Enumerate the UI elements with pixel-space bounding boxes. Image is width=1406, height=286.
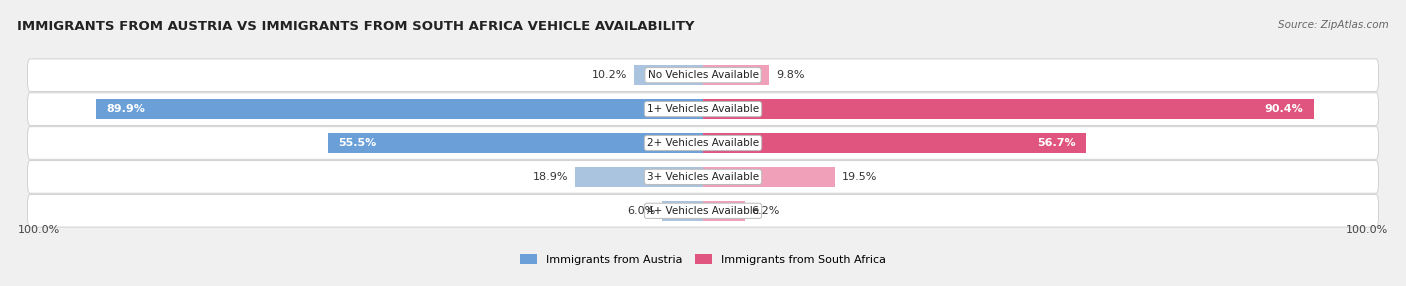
Text: IMMIGRANTS FROM AUSTRIA VS IMMIGRANTS FROM SOUTH AFRICA VEHICLE AVAILABILITY: IMMIGRANTS FROM AUSTRIA VS IMMIGRANTS FR… bbox=[17, 20, 695, 33]
Text: No Vehicles Available: No Vehicles Available bbox=[648, 70, 758, 80]
Bar bbox=[703, 65, 769, 85]
Text: 6.0%: 6.0% bbox=[627, 206, 655, 216]
Text: 3+ Vehicles Available: 3+ Vehicles Available bbox=[647, 172, 759, 182]
Text: 9.8%: 9.8% bbox=[776, 70, 804, 80]
Text: 2+ Vehicles Available: 2+ Vehicles Available bbox=[647, 138, 759, 148]
FancyBboxPatch shape bbox=[28, 93, 1378, 125]
Text: 56.7%: 56.7% bbox=[1038, 138, 1076, 148]
FancyBboxPatch shape bbox=[28, 161, 1378, 193]
Text: 100.0%: 100.0% bbox=[17, 225, 59, 235]
Bar bbox=[575, 167, 703, 187]
Text: 89.9%: 89.9% bbox=[105, 104, 145, 114]
FancyBboxPatch shape bbox=[28, 127, 1378, 159]
Bar bbox=[703, 201, 745, 221]
Bar bbox=[634, 65, 703, 85]
Text: 6.2%: 6.2% bbox=[752, 206, 780, 216]
Text: 90.4%: 90.4% bbox=[1265, 104, 1303, 114]
Bar bbox=[662, 201, 703, 221]
Bar bbox=[703, 133, 1085, 153]
Text: 19.5%: 19.5% bbox=[841, 172, 877, 182]
Text: 1+ Vehicles Available: 1+ Vehicles Available bbox=[647, 104, 759, 114]
Text: 18.9%: 18.9% bbox=[533, 172, 568, 182]
Bar bbox=[703, 167, 835, 187]
Text: 4+ Vehicles Available: 4+ Vehicles Available bbox=[647, 206, 759, 216]
Legend: Immigrants from Austria, Immigrants from South Africa: Immigrants from Austria, Immigrants from… bbox=[516, 250, 890, 269]
FancyBboxPatch shape bbox=[28, 59, 1378, 92]
Text: 55.5%: 55.5% bbox=[339, 138, 377, 148]
Text: 100.0%: 100.0% bbox=[1347, 225, 1389, 235]
FancyBboxPatch shape bbox=[28, 194, 1378, 227]
Bar bbox=[703, 99, 1313, 119]
Text: Source: ZipAtlas.com: Source: ZipAtlas.com bbox=[1278, 20, 1389, 30]
Bar bbox=[328, 133, 703, 153]
Text: 10.2%: 10.2% bbox=[592, 70, 627, 80]
Bar bbox=[96, 99, 703, 119]
